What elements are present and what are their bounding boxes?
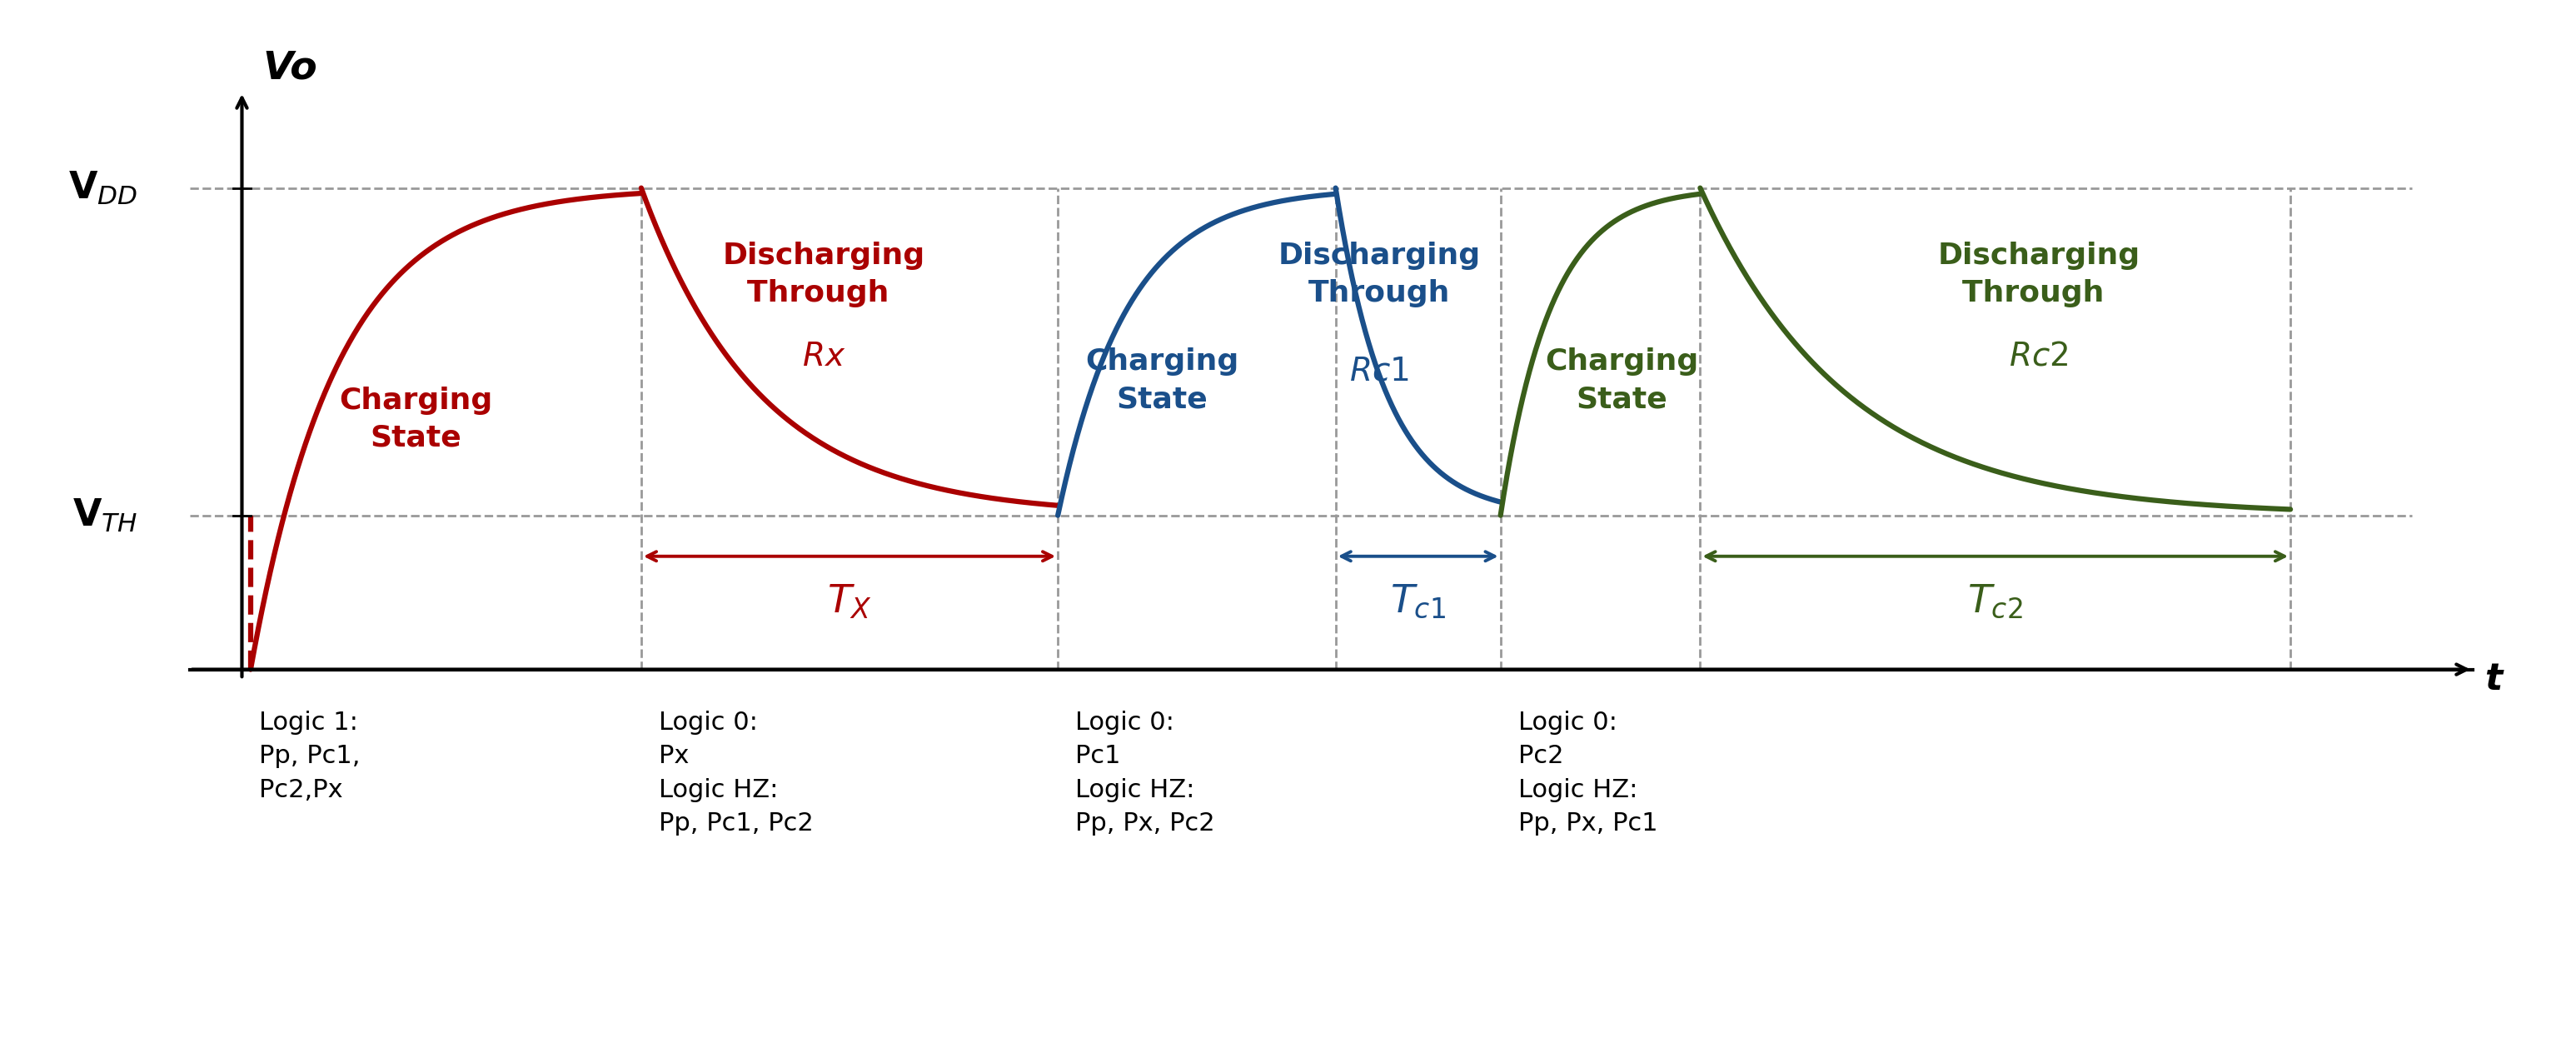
Text: Charging
State: Charging State [340,386,492,452]
Text: V$_{TH}$: V$_{TH}$ [72,497,137,534]
Text: Discharging
Through: Discharging Through [721,241,925,307]
Text: $Rc2$: $Rc2$ [2009,340,2069,372]
Text: Logic 0:
Pc2
Logic HZ:
Pp, Px, Pc1: Logic 0: Pc2 Logic HZ: Pp, Px, Pc1 [1517,710,1656,836]
Text: Vo: Vo [263,49,317,87]
Text: t: t [2486,661,2501,697]
Text: $Rc1$: $Rc1$ [1350,355,1409,387]
Text: Discharging
Through: Discharging Through [1937,241,2141,307]
Text: $T_X$: $T_X$ [827,583,873,621]
Text: $Rx$: $Rx$ [801,340,845,372]
Text: Logic 0:
Pc1
Logic HZ:
Pp, Px, Pc2: Logic 0: Pc1 Logic HZ: Pp, Px, Pc2 [1074,710,1216,836]
Text: $T_{c2}$: $T_{c2}$ [1968,583,2022,621]
Text: Discharging
Through: Discharging Through [1278,241,1481,307]
Text: Logic 1:
Pp, Pc1,
Pc2,Px: Logic 1: Pp, Pc1, Pc2,Px [260,710,361,802]
Text: $T_{c1}$: $T_{c1}$ [1391,583,1445,621]
Text: Charging
State: Charging State [1546,348,1698,414]
Text: V$_{DD}$: V$_{DD}$ [70,170,137,206]
Text: Charging
State: Charging State [1084,348,1239,414]
Text: Logic 0:
Px
Logic HZ:
Pp, Pc1, Pc2: Logic 0: Px Logic HZ: Pp, Pc1, Pc2 [659,710,814,836]
